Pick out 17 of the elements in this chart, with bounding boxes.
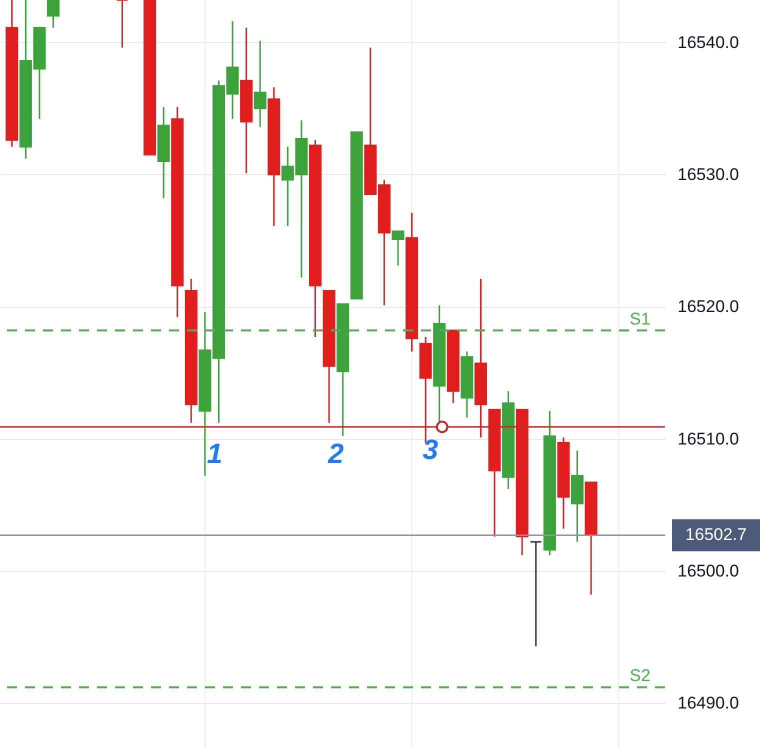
y-tick-label: 16530.0 [678,164,739,184]
y-tick-label: 16510.0 [678,429,739,448]
annotation: 2 [327,438,344,469]
candlestick [116,0,128,48]
y-tick-label: 16520.0 [678,297,739,316]
annotation: 1 [206,438,222,469]
candlestick [254,40,266,128]
y-tick-label: 16490.0 [678,694,739,713]
ref-line-label: S1 [630,309,650,328]
candlestick [530,541,542,647]
ref-line-label: 16502.7 [685,525,747,544]
candlestick [392,230,404,266]
annotation: 3 [422,434,439,465]
y-tick-label: 16540.0 [678,32,739,52]
ref-line-label: S2 [630,666,650,686]
candlestick [47,0,60,29]
y-tick-label: 16500.0 [678,561,739,580]
